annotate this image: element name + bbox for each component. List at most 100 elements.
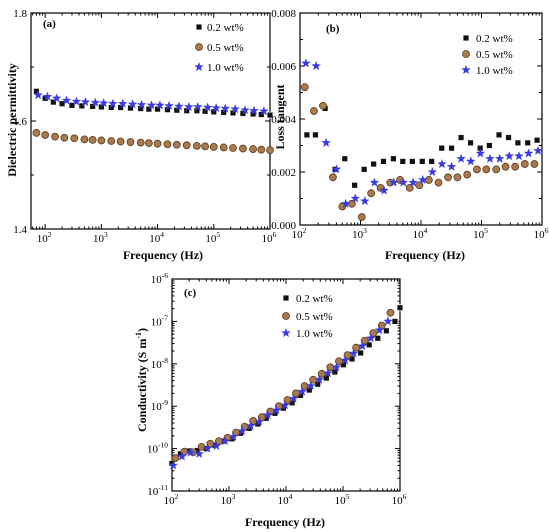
panel-c-point [292, 389, 300, 398]
panel-c-point [171, 454, 180, 462]
panel-a-point [42, 91, 53, 101]
panel-b-point [418, 157, 426, 165]
panel-b-point [347, 199, 356, 208]
panel-b-ytick-label: 0.002 [271, 167, 296, 179]
panel-c-point [263, 409, 273, 420]
panel-a-point [88, 135, 97, 144]
panel-a-point [163, 140, 172, 149]
panel-c-point [357, 341, 368, 351]
panel-a-point [266, 111, 274, 119]
panel-b-legend-marker-2 [461, 64, 471, 75]
panel-a-point [202, 102, 213, 112]
panel-c-point [365, 333, 376, 343]
panel-b-point [467, 139, 474, 147]
panel-c-point [305, 380, 316, 391]
panel-c-point [283, 396, 292, 404]
panel-a-point [97, 103, 105, 111]
panel-a-point [201, 142, 209, 151]
panel-a-point [61, 95, 72, 105]
panel-a-xtick-label: 102 [37, 230, 52, 245]
panel-b-series-2 [301, 58, 543, 208]
panel-a-point [144, 139, 153, 148]
panel-a-point [266, 146, 274, 155]
panel-c-point [245, 421, 256, 431]
panel-a-point [182, 141, 191, 150]
panel-a-point [183, 107, 191, 115]
panel-a-xtick-label: 104 [149, 230, 164, 245]
panel-b-point [485, 142, 493, 149]
panel-a-point [117, 104, 125, 111]
panel-c-point [297, 386, 307, 396]
panel-c-point [271, 405, 282, 415]
panel-b-point [492, 165, 501, 174]
panel-a-legend-label-2: 1.0 wt% [207, 62, 244, 74]
panel-a-point [68, 101, 76, 109]
panel-c-ytick-label: 10-8 [151, 356, 168, 371]
panel-a-point [249, 145, 257, 153]
panel-a-series-0 [33, 87, 274, 119]
panel-b-point [398, 177, 409, 187]
panel-c-legend-label-2: 1.0 wt% [296, 328, 333, 340]
panel-b-legend-marker-1 [462, 50, 470, 58]
panel-b-point [367, 189, 376, 198]
panel-c-point [288, 393, 299, 403]
panel-a-point [136, 99, 147, 109]
panel-b-point [351, 181, 359, 189]
panel-c-legend-marker-0 [282, 294, 290, 302]
panel-a-xtick-label: 106 [262, 230, 277, 245]
panel-b-point [321, 137, 331, 147]
panel-a-point [240, 105, 250, 115]
panel-c-point [197, 442, 206, 451]
panel-a-point [32, 128, 41, 137]
panel-b-point [360, 165, 368, 173]
panel-c-legend: 0.2 wt% 0.5 wt% 1.0 wt% [296, 293, 333, 340]
panel-b-point [417, 174, 428, 185]
panel-c-point [323, 368, 333, 378]
panel-a-point [80, 97, 91, 107]
panel-c-legend-marker-1 [282, 312, 290, 320]
panel-b: (b) Frequency (Hz) Loss tangent 0.2 wt% … [271, 8, 548, 262]
panel-a-point [107, 137, 116, 145]
panel-b-point [388, 177, 399, 187]
panel-b-point [465, 156, 476, 166]
panel-c-point [374, 325, 385, 335]
panel-b-xtick-label: 103 [352, 226, 367, 241]
panel-c-point [228, 431, 239, 441]
panel-b-point [444, 173, 452, 182]
panel-c-point [211, 440, 222, 451]
panel-a-point [33, 90, 43, 100]
panel-c-point [220, 436, 230, 446]
panel-a-point [192, 141, 201, 150]
panel-b-point [350, 193, 361, 203]
panel-b-point [446, 161, 457, 171]
panel-b-legend: 0.2 wt% 0.5 wt% 1.0 wt% [476, 33, 513, 77]
panel-a-ytick-label: 1.4 [13, 224, 27, 236]
panel-b-xtick-label: 105 [473, 226, 488, 241]
panel-b-series-0 [303, 105, 541, 189]
panel-a-point [219, 143, 228, 152]
panel-a-point [127, 104, 134, 112]
panel-c-point [386, 308, 395, 317]
panel-a-label: (a) [43, 18, 56, 30]
panel-b-legend-label-1: 0.5 wt% [476, 49, 513, 61]
panel-a-point [209, 143, 218, 151]
panel-a-point [184, 101, 194, 112]
panel-c-series-2 [168, 316, 393, 470]
panel-c-legend-label-1: 0.5 wt% [296, 311, 333, 323]
panel-a-point [108, 98, 118, 108]
panel-b-legend-marker-0 [462, 34, 470, 42]
panel-c-point [317, 369, 326, 378]
panel-b-point [514, 151, 524, 161]
panel-c-xtick-label: 104 [278, 492, 293, 507]
panel-a-point [98, 98, 109, 108]
panel-c: (c) Frequency (Hz) Conductivity (S m-1) … [134, 271, 407, 529]
panel-b-point [303, 131, 311, 139]
panel-b-point [485, 153, 495, 163]
panel-a-point [211, 103, 221, 113]
panel-a-xtick-label: 103 [93, 230, 108, 245]
panel-c-point [352, 343, 361, 352]
panel-c-point [357, 349, 365, 357]
panel-b-point [495, 131, 503, 139]
panel-b-point [463, 170, 472, 179]
